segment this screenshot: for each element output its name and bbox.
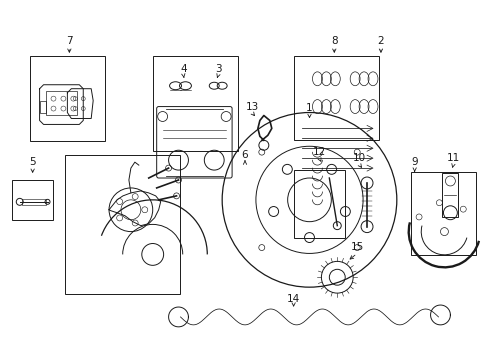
Text: 14: 14 — [286, 294, 300, 304]
Bar — [293, 170, 345, 238]
Text: 9: 9 — [410, 157, 417, 167]
Text: 13: 13 — [245, 102, 258, 112]
Bar — [293, 56, 378, 140]
Bar — [45, 91, 77, 114]
Text: 3: 3 — [214, 64, 221, 74]
Text: 2: 2 — [377, 36, 384, 46]
Text: 1: 1 — [305, 103, 312, 113]
Text: 8: 8 — [330, 36, 337, 46]
Text: 6: 6 — [241, 150, 248, 160]
Bar — [12, 180, 53, 220]
Text: 12: 12 — [312, 147, 325, 157]
Text: 11: 11 — [446, 153, 459, 163]
Text: 10: 10 — [352, 153, 365, 163]
Bar — [152, 56, 238, 151]
Bar — [65, 155, 179, 294]
Text: 5: 5 — [29, 157, 36, 167]
Bar — [442, 173, 457, 217]
Bar — [410, 172, 475, 255]
Bar — [30, 56, 105, 141]
Bar — [40, 100, 45, 113]
Bar — [21, 199, 45, 205]
Text: 15: 15 — [350, 243, 363, 252]
Text: 4: 4 — [180, 64, 186, 74]
Text: 7: 7 — [66, 36, 73, 46]
